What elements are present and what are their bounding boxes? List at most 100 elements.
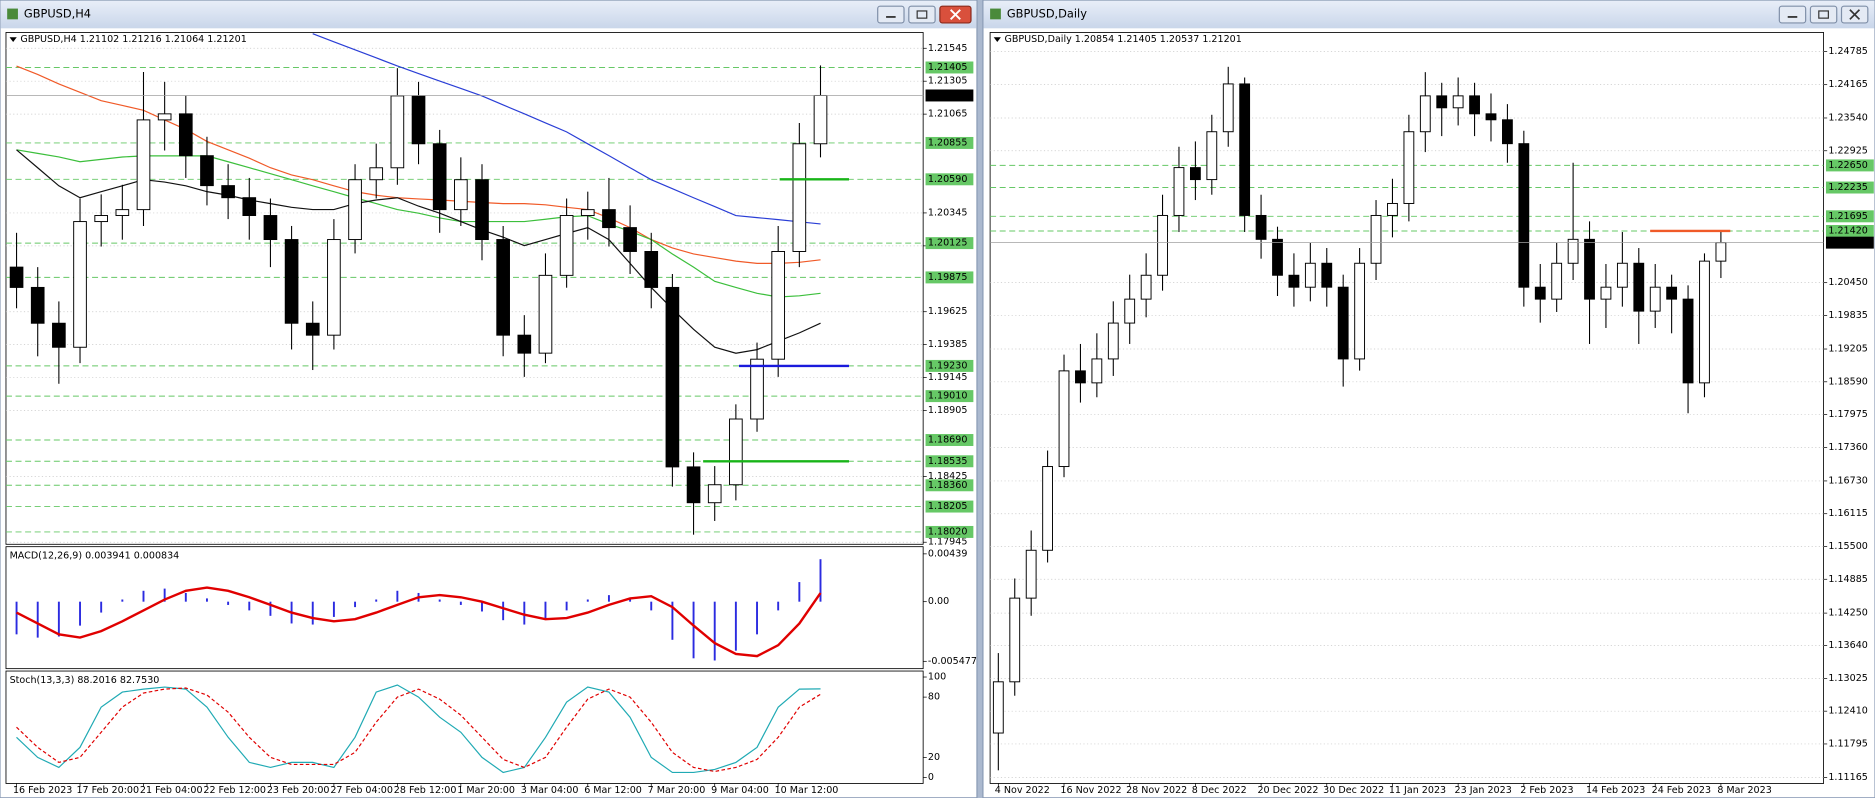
level-label: 1.21695	[1828, 211, 1867, 222]
candle-body	[992, 681, 1004, 734]
x-tick-label: 16 Feb 2023	[13, 785, 72, 796]
macd-bar	[502, 601, 505, 621]
candle-body	[729, 418, 743, 486]
level-label-box	[925, 271, 974, 284]
x-tick-label: 23 Jan 2023	[1455, 785, 1512, 796]
y-tick-label: 100	[928, 672, 946, 683]
current-price-label: 1.21201	[928, 90, 967, 101]
x-tick-label: 14 Feb 2023	[1586, 785, 1645, 796]
macd-bar	[184, 592, 187, 602]
candle-body	[813, 94, 828, 145]
level-label: 1.18360	[928, 480, 967, 491]
y-tick-label: 1.24165	[1828, 79, 1867, 90]
macd-bar	[79, 601, 81, 626]
maximize-button[interactable]	[1809, 5, 1838, 24]
macd-bar	[57, 601, 60, 637]
candle-body	[1419, 95, 1431, 133]
moving-average	[16, 149, 821, 298]
y-tick-label: 1.18590	[1828, 376, 1867, 387]
minimize-button[interactable]	[877, 5, 905, 24]
maximize-button[interactable]	[908, 5, 936, 24]
macd-bar	[523, 601, 526, 625]
candle-body	[1321, 262, 1333, 288]
candle-body	[771, 251, 786, 360]
candle-body	[94, 215, 109, 223]
candle-body	[602, 209, 616, 229]
indicator-panel	[5, 670, 924, 784]
current-price-box	[1825, 236, 1874, 249]
candle-body	[1485, 113, 1497, 121]
y-tick-label: 1.22925	[1828, 145, 1867, 156]
candle-body	[1633, 262, 1645, 312]
candle-body	[200, 155, 214, 187]
y-tick-label: 1.17975	[1828, 409, 1867, 420]
level-label: 1.22650	[1828, 160, 1867, 171]
level-label: 1.21420	[1828, 225, 1867, 236]
macd-bar	[777, 601, 780, 611]
x-tick-label: 16 Nov 2022	[1060, 785, 1121, 796]
candle-body	[707, 484, 722, 504]
candle-body	[644, 251, 659, 288]
stoch-main	[16, 684, 821, 774]
y-tick-label: 1.20345	[928, 207, 967, 218]
macd-bar	[269, 601, 272, 616]
indicator-panel	[5, 546, 924, 670]
candle-body	[1206, 131, 1218, 181]
title-bar	[983, 0, 1875, 29]
y-tick-label: 1.15500	[1828, 541, 1867, 552]
candle-body	[1469, 95, 1480, 115]
candle-body	[1403, 131, 1415, 204]
candle-body	[411, 95, 426, 145]
candle-body	[52, 322, 66, 348]
macd-bar	[36, 601, 39, 638]
level-label: 1.20855	[928, 137, 967, 148]
macd-bar	[734, 601, 737, 651]
macd-bar	[206, 598, 208, 602]
y-tick-label: 1.21545	[928, 43, 967, 54]
y-tick-label: 1.13025	[1828, 673, 1867, 684]
macd-bar	[586, 599, 589, 602]
candle-body	[1518, 143, 1530, 288]
minimize-button[interactable]	[1778, 5, 1807, 24]
candle-body	[1075, 370, 1086, 384]
y-tick-label: 1.16730	[1828, 475, 1867, 486]
level-label: 1.22235	[1828, 182, 1867, 193]
y-tick-label: 1.13640	[1828, 640, 1867, 651]
y-tick-label: 1.20450	[1828, 277, 1867, 288]
level-label-box	[925, 390, 974, 403]
close-glyph	[949, 9, 961, 21]
candle-body	[348, 179, 362, 241]
x-tick-label: 21 Feb 04:00	[140, 785, 203, 796]
level-label-box	[1825, 159, 1874, 172]
macd-bar	[459, 601, 462, 605]
y-tick-label: -0.005477	[928, 656, 977, 667]
level-label-box	[925, 359, 974, 372]
current-price-label: 1.21201	[1828, 237, 1867, 248]
candle-body	[1058, 370, 1070, 468]
candle-body	[1452, 95, 1464, 109]
candle-body	[1255, 214, 1267, 240]
candle-body	[390, 95, 405, 169]
candle-body	[1222, 83, 1234, 133]
candle-body	[178, 113, 193, 157]
level-label: 1.19010	[928, 391, 967, 402]
macd-bar	[692, 601, 695, 659]
y-tick-label: 80	[928, 692, 940, 703]
y-tick-label: 1.19385	[928, 339, 967, 350]
maximize-glyph	[916, 10, 928, 19]
candle-body	[1272, 238, 1283, 276]
macd-bar	[438, 599, 441, 602]
macd-bar	[15, 601, 18, 635]
level-label: 1.18535	[928, 456, 967, 467]
x-tick-label: 6 Mar 12:00	[584, 785, 642, 796]
x-tick-label: 8 Mar 2023	[1717, 785, 1771, 796]
x-tick-label: 27 Feb 04:00	[330, 785, 393, 796]
candle-body	[1189, 167, 1201, 181]
level-label-box	[925, 136, 974, 149]
candle-body	[623, 227, 637, 252]
x-tick-label: 22 Feb 12:00	[203, 785, 266, 796]
y-tick-label: 0.00	[928, 596, 949, 607]
candle-body	[580, 209, 595, 217]
moving-average	[312, 33, 821, 225]
macd-bar	[121, 599, 124, 602]
